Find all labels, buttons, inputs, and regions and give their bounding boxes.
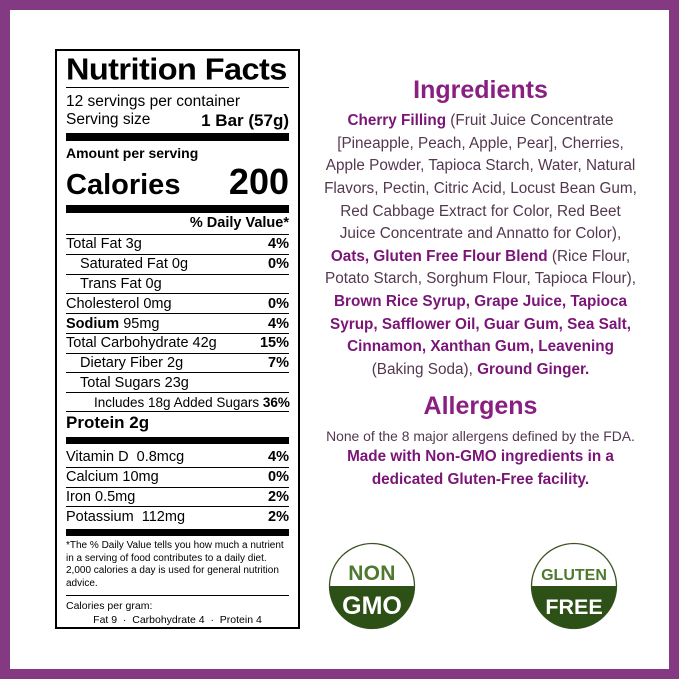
svg-text:GMO: GMO: [342, 592, 402, 620]
svg-text:GLUTEN: GLUTEN: [541, 567, 607, 584]
svg-text:FREE: FREE: [545, 595, 602, 619]
svg-text:NON: NON: [348, 562, 396, 585]
